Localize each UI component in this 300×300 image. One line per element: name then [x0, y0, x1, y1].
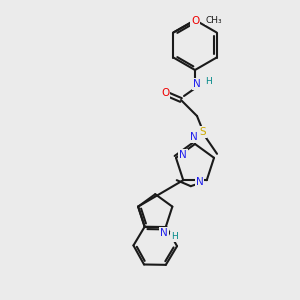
Text: H: H	[205, 77, 212, 86]
Text: O: O	[191, 16, 200, 26]
Text: N: N	[190, 132, 198, 142]
Text: N: N	[196, 177, 204, 187]
Text: N: N	[179, 150, 187, 160]
Text: O: O	[161, 88, 169, 98]
Text: N: N	[160, 228, 168, 238]
Text: N: N	[193, 79, 201, 89]
Text: H: H	[171, 232, 178, 241]
Text: S: S	[200, 127, 206, 137]
Text: CH₃: CH₃	[205, 16, 222, 25]
